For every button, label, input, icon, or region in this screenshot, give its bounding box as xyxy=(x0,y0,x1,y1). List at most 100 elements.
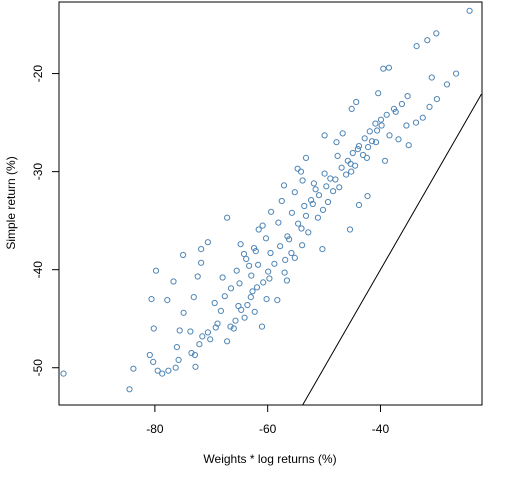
data-point xyxy=(295,220,302,227)
data-point xyxy=(453,70,460,77)
data-point xyxy=(309,200,316,208)
data-point xyxy=(403,122,410,129)
x-axis-title: Weights * log returns (%) xyxy=(203,452,336,466)
data-point xyxy=(366,128,373,135)
y-tick-label: -50 xyxy=(31,359,45,377)
data-point xyxy=(319,246,326,253)
data-point xyxy=(308,197,315,204)
data-point xyxy=(302,154,310,161)
data-point xyxy=(255,226,262,233)
data-point xyxy=(196,341,203,348)
data-point xyxy=(280,182,288,189)
data-point xyxy=(150,358,157,365)
data-point xyxy=(336,184,343,191)
data-point xyxy=(255,261,262,268)
data-point xyxy=(375,90,382,97)
data-point xyxy=(288,249,295,257)
data-point xyxy=(378,122,385,129)
data-point xyxy=(227,285,235,292)
data-point xyxy=(302,212,310,219)
data-point xyxy=(204,239,211,246)
data-point xyxy=(332,176,339,183)
data-point xyxy=(301,202,308,210)
data-point xyxy=(372,120,379,127)
data-point xyxy=(173,344,180,351)
data-point xyxy=(263,296,270,303)
data-point xyxy=(164,297,171,304)
data-point xyxy=(324,198,332,206)
data-point xyxy=(230,325,237,332)
data-point xyxy=(344,157,351,164)
data-point xyxy=(405,142,412,149)
data-point xyxy=(346,226,354,233)
y-axis: -50 -40 -30 -20 xyxy=(31,65,59,377)
data-point xyxy=(315,192,323,199)
y-axis-title: Simple return (%) xyxy=(4,156,18,249)
data-point xyxy=(321,170,328,177)
data-point xyxy=(333,139,340,146)
data-point xyxy=(262,235,270,242)
data-point xyxy=(165,367,172,374)
data-point xyxy=(286,236,293,243)
data-point xyxy=(221,293,228,300)
data-point xyxy=(348,168,355,175)
x-tick-label: -40 xyxy=(372,422,390,436)
data-point xyxy=(154,367,161,374)
data-point xyxy=(386,132,393,139)
data-point xyxy=(176,327,183,334)
data-point xyxy=(297,168,305,175)
data-point xyxy=(281,269,288,276)
data-point xyxy=(426,103,433,111)
data-point xyxy=(349,149,356,157)
points-layer xyxy=(60,7,473,393)
data-point xyxy=(130,365,137,372)
data-point xyxy=(364,193,371,200)
data-point xyxy=(365,144,372,151)
data-point xyxy=(275,219,282,226)
data-point xyxy=(291,254,298,261)
data-point xyxy=(305,229,312,236)
data-point xyxy=(323,183,330,190)
data-point xyxy=(348,105,355,113)
data-point xyxy=(466,7,473,14)
data-point xyxy=(194,273,201,280)
data-point xyxy=(268,208,275,215)
data-point xyxy=(199,333,206,340)
data-point xyxy=(152,267,160,274)
data-point xyxy=(321,132,328,139)
data-point xyxy=(224,338,231,345)
data-point xyxy=(354,146,361,153)
data-point xyxy=(224,214,231,221)
y-tick-label: -20 xyxy=(31,65,45,83)
data-point xyxy=(338,164,345,171)
data-point xyxy=(368,138,376,145)
data-point xyxy=(284,233,291,240)
data-point xyxy=(180,251,187,259)
data-point xyxy=(380,65,387,72)
data-point xyxy=(187,328,194,335)
data-point xyxy=(413,43,420,50)
data-point xyxy=(381,157,389,164)
data-point xyxy=(383,111,390,118)
data-point xyxy=(283,277,290,284)
data-point xyxy=(271,260,278,267)
data-point xyxy=(266,275,273,282)
data-point xyxy=(267,249,274,257)
data-point xyxy=(372,139,380,146)
data-point xyxy=(240,250,248,258)
data-point xyxy=(355,201,363,209)
data-point xyxy=(237,241,244,248)
data-point xyxy=(60,370,67,377)
data-point xyxy=(211,299,218,307)
data-point xyxy=(227,323,234,330)
data-point xyxy=(190,294,197,301)
data-point xyxy=(282,256,289,263)
y-tick-label: -40 xyxy=(31,261,45,279)
data-point xyxy=(419,114,426,121)
data-point xyxy=(385,64,392,71)
data-point xyxy=(192,363,199,370)
data-point xyxy=(433,30,440,37)
data-point xyxy=(126,386,133,393)
data-point xyxy=(251,308,258,315)
data-point xyxy=(312,186,319,193)
